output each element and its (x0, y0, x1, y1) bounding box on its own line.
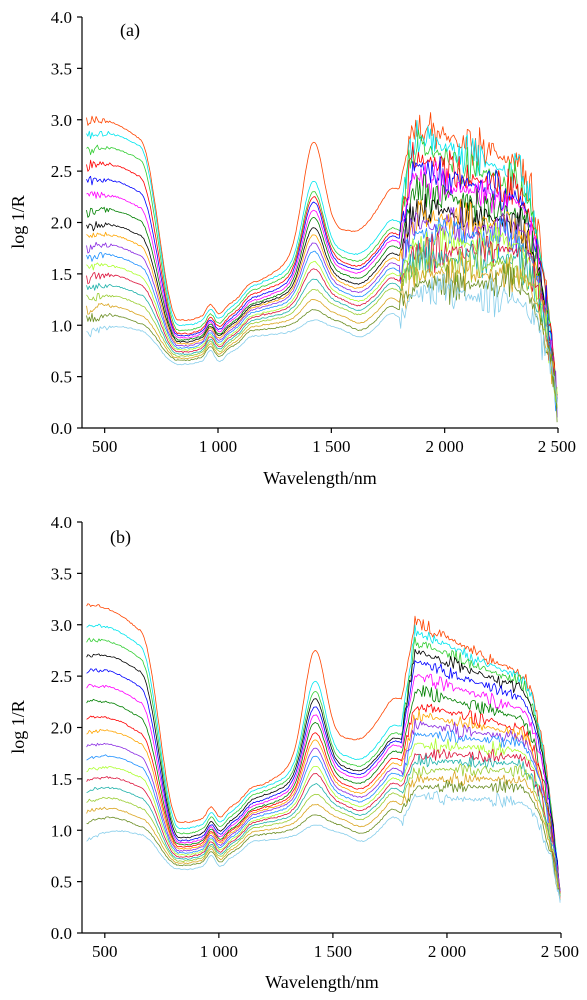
spectrum-line-a-6 (86, 161, 558, 401)
spectrum-line-b-11 (86, 729, 561, 901)
panel-b-y-axis-title: log 1/R (8, 700, 28, 754)
panel-b-y-ticks: 0.0 0.5 1.0 1.5 2.0 2.5 3.0 3.5 4.0 (51, 513, 82, 943)
panel-a-y-axis-title: log 1/R (8, 195, 28, 249)
panel-a-chart: (a) 0.0 0.5 1.0 1.5 2.0 2.5 3.0 3.5 4.0 500 1 000… (8, 8, 576, 488)
y-tick-label: 1.5 (51, 265, 72, 284)
y-tick-label: 1.0 (51, 316, 72, 335)
spectrum-line-b-9 (86, 709, 561, 898)
y-tick-label: 3.5 (51, 564, 72, 583)
spectrum-line-a-10 (86, 206, 558, 417)
spectrum-line-b-14 (86, 753, 561, 897)
panel-b-x-ticks: 500 1 000 1 500 2 000 2 500 (92, 933, 579, 961)
spectrum-line-a-13 (86, 230, 558, 403)
x-tick-label: 1 000 (200, 942, 238, 961)
y-tick-label: 2.5 (51, 667, 72, 686)
y-tick-label: 0.0 (51, 924, 72, 943)
panel-b-chart: (b) 0.0 0.5 1.0 1.5 2.0 2.5 3.0 3.5 4.0 500 1 000… (8, 513, 579, 992)
y-tick-label: 2.0 (51, 214, 72, 233)
spectrum-line-b-2 (86, 623, 561, 894)
spectrum-line-a-7 (86, 174, 558, 396)
y-tick-label: 3.0 (51, 616, 72, 635)
panel-b-x-axis-title: Wavelength/nm (265, 972, 379, 992)
spectrum-line-a-18 (86, 273, 558, 404)
panel-a-x-axis-title: Wavelength/nm (263, 468, 377, 488)
spectrum-line-b-12 (86, 738, 561, 896)
spectrum-line-a-17 (86, 262, 558, 423)
spectrum-line-b-6 (86, 673, 561, 898)
y-tick-label: 0.5 (51, 873, 72, 892)
y-tick-label: 2.5 (51, 162, 72, 181)
x-tick-label: 1 500 (314, 942, 352, 961)
x-tick-label: 2 000 (426, 437, 464, 456)
x-tick-label: 2 500 (538, 437, 576, 456)
x-tick-label: 1 000 (199, 437, 237, 456)
spectrum-line-a-16 (86, 251, 558, 397)
spectrum-line-b-17 (86, 779, 561, 895)
spectrum-line-b-18 (86, 790, 561, 903)
spectrum-line-a-8 (86, 193, 558, 402)
y-tick-label: 3.0 (51, 111, 72, 130)
y-tick-label: 0.5 (51, 368, 72, 387)
spectrum-line-b-7 (86, 685, 561, 894)
x-tick-label: 2 500 (541, 942, 579, 961)
spectrum-line-a-3 (86, 129, 558, 409)
panel-a-y-ticks: 0.0 0.5 1.0 1.5 2.0 2.5 3.0 3.5 4.0 (51, 8, 82, 438)
spectrum-line-b-3 (86, 636, 561, 890)
spectrum-line-b-4 (86, 648, 561, 898)
panel-a-x-ticks: 500 1 000 1 500 2 000 2 500 (92, 428, 576, 456)
spectrum-line-b-5 (86, 660, 561, 892)
spectrum-line-a-2 (86, 120, 558, 393)
y-tick-label: 0.0 (51, 419, 72, 438)
spectrum-line-b-10 (86, 718, 561, 892)
spectrum-line-a-11 (86, 216, 558, 412)
spectrum-line-b-16 (86, 770, 561, 900)
x-tick-label: 500 (92, 437, 118, 456)
x-tick-label: 1 500 (312, 437, 350, 456)
x-tick-label: 500 (92, 942, 118, 961)
spectrum-line-b-1 (86, 603, 561, 891)
y-tick-label: 3.5 (51, 59, 72, 78)
panel-label-a: (a) (120, 20, 140, 41)
y-tick-label: 4.0 (51, 8, 72, 27)
x-tick-label: 2 000 (428, 942, 466, 961)
y-tick-label: 2.0 (51, 719, 72, 738)
spectrum-line-b-15 (86, 763, 561, 895)
spectrum-line-a-15 (86, 246, 558, 408)
spectrum-line-a-9 (86, 198, 558, 395)
spectrum-line-a-14 (86, 237, 558, 399)
panel-a-series-group (86, 112, 558, 423)
spectrum-line-b-8 (86, 703, 561, 893)
spectrum-line-b-13 (86, 748, 561, 894)
y-tick-label: 4.0 (51, 513, 72, 532)
spectrum-line-a-4 (86, 141, 558, 395)
y-tick-label: 1.5 (51, 770, 72, 789)
panel-label-b: (b) (110, 527, 131, 548)
y-tick-label: 1.0 (51, 821, 72, 840)
panel-b-series-group (86, 603, 561, 903)
